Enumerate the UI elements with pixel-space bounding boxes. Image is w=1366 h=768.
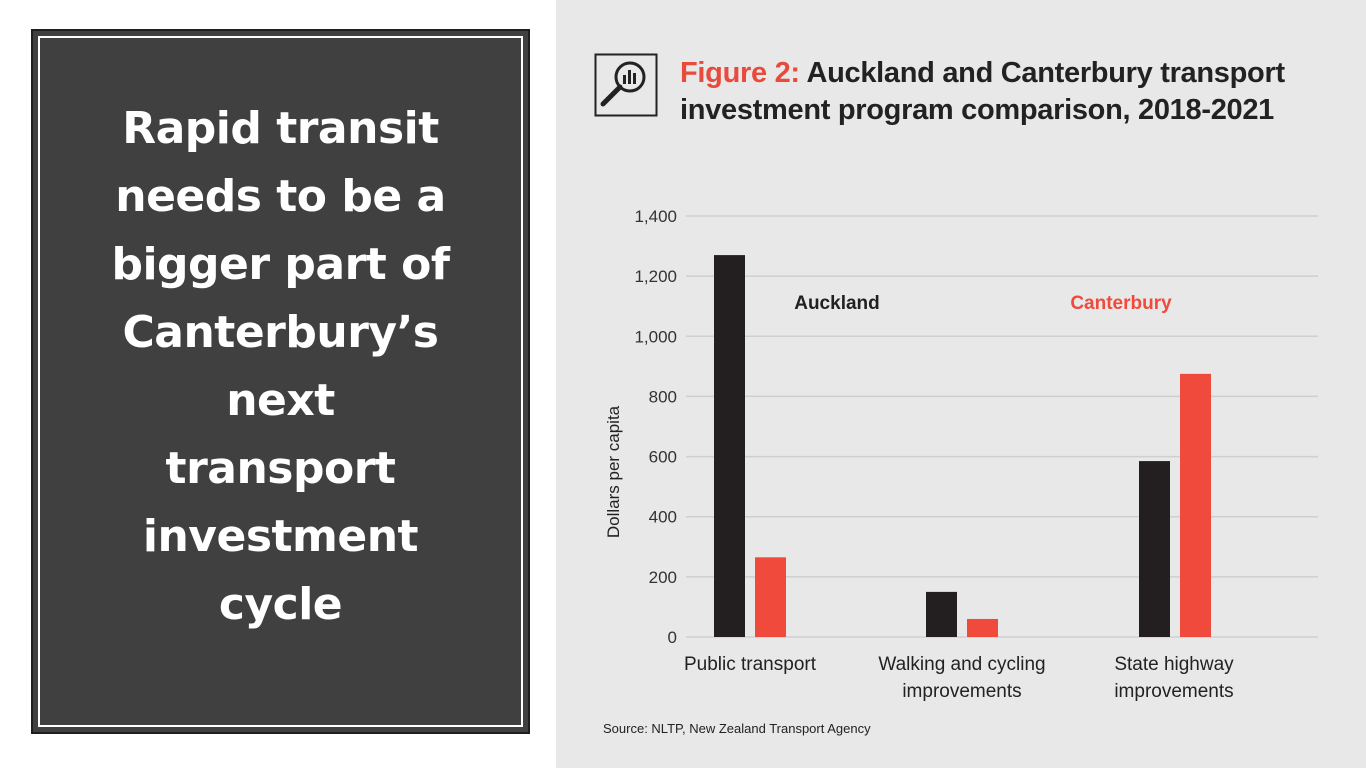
- figure-title-prefix: Figure 2:: [680, 57, 800, 89]
- y-tick-label: 600: [649, 448, 677, 467]
- headline-line: next: [226, 375, 335, 426]
- bar-canterbury-2: [1180, 373, 1211, 637]
- x-category-label: State highway: [1114, 654, 1234, 675]
- bar-canterbury-1: [967, 618, 998, 637]
- bar-auckland-0: [714, 255, 745, 638]
- y-tick-label: 1,400: [634, 207, 677, 226]
- headline-line: Canterbury’s: [122, 307, 440, 358]
- y-tick-label: 400: [649, 508, 677, 527]
- headline-line: Rapid transit: [122, 103, 439, 154]
- y-tick-label: 0: [668, 628, 677, 647]
- headline-line: needs to be a: [115, 171, 446, 222]
- figure-title-line2: investment program comparison, 2018-2021: [680, 94, 1275, 126]
- y-tick-label: 200: [649, 568, 677, 587]
- headline-line: bigger part of: [111, 239, 450, 290]
- y-tick-label: 800: [649, 387, 677, 406]
- legend-auckland: Auckland: [794, 293, 880, 314]
- figure-panel: Figure 2: Auckland and Canterbury transp…: [556, 0, 1366, 768]
- x-category-label: improvements: [1114, 681, 1233, 702]
- bar-auckland-2: [1139, 461, 1170, 637]
- figure-title: Figure 2: Auckland and Canterbury transp…: [680, 55, 1285, 129]
- legend-canterbury: Canterbury: [1070, 293, 1172, 314]
- bar-auckland-1: [926, 591, 957, 637]
- x-category-label: improvements: [902, 681, 1021, 702]
- magnifier-chart-icon: [594, 53, 658, 117]
- headline-panel-border: [38, 36, 523, 727]
- headline-panel: Rapid transit needs to be a bigger part …: [31, 29, 530, 734]
- headline-line: transport: [165, 443, 396, 494]
- headline-text: Rapid transit needs to be a bigger part …: [33, 95, 528, 639]
- x-category-label: Walking and cycling: [878, 654, 1045, 675]
- headline-line: investment: [142, 511, 419, 562]
- source-note: Source: NLTP, New Zealand Transport Agen…: [603, 721, 871, 736]
- y-tick-label: 1,200: [634, 267, 677, 286]
- bar-canterbury-0: [755, 557, 786, 637]
- figure-title-line1: Auckland and Canterbury transport: [806, 57, 1285, 89]
- headline-line: cycle: [218, 579, 343, 630]
- x-category-label: Public transport: [684, 654, 817, 675]
- y-axis-label: Dollars per capita: [604, 405, 623, 538]
- y-tick-label: 1,000: [634, 327, 677, 346]
